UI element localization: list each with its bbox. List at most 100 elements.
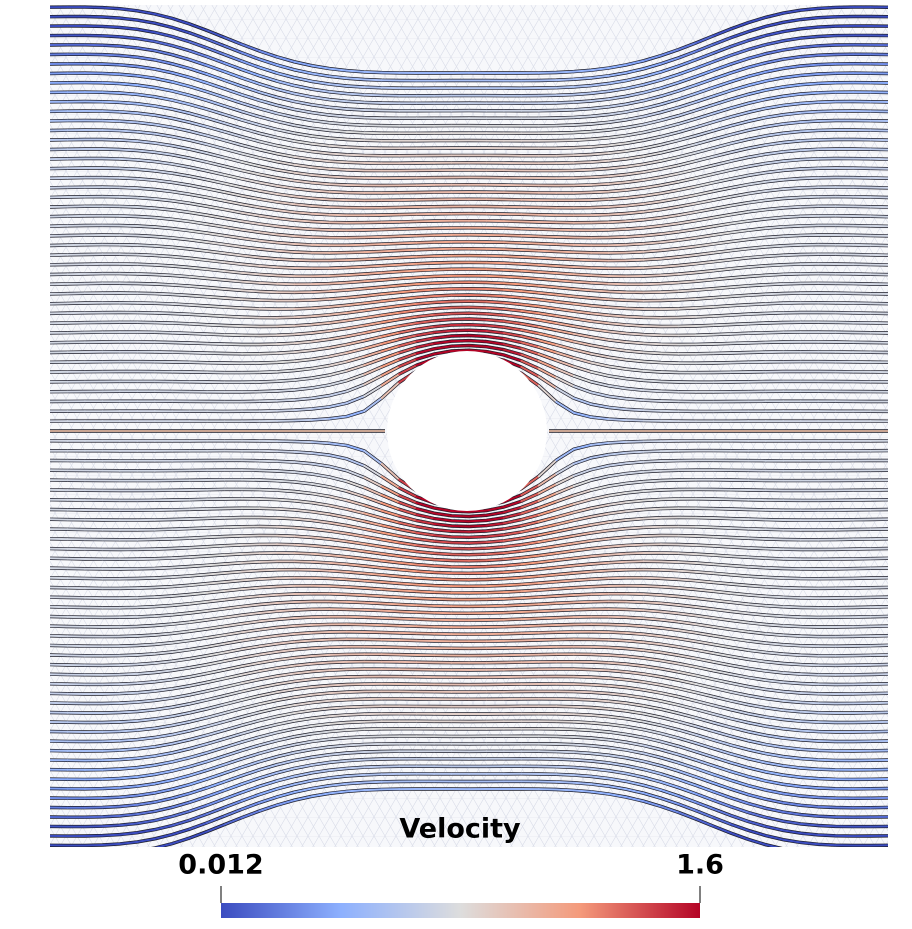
streamline-segment (188, 778, 209, 786)
streamline-segment (101, 44, 121, 48)
streamline-segment (764, 292, 785, 296)
streamline-segment (293, 608, 313, 611)
streamline-segment (555, 243, 575, 246)
streamline-segment (398, 528, 418, 534)
streamline-segment (328, 713, 348, 718)
streamline-segment (171, 80, 191, 88)
streamline-segment (590, 661, 610, 664)
streamline-segment (276, 176, 296, 182)
streamline-segment (695, 623, 715, 628)
streamline-segment (555, 534, 575, 540)
streamline-segment (206, 169, 226, 176)
streamline-segment (293, 732, 313, 738)
streamline-segment (433, 528, 453, 533)
streamline-segment (310, 452, 331, 457)
streamline-segment (398, 296, 418, 301)
streamline-segment (118, 840, 139, 845)
streamline-segment (276, 743, 296, 750)
streamline-segment (345, 593, 366, 597)
streamline-segment (642, 704, 662, 711)
streamline-segment (625, 552, 645, 555)
streamline-segment (712, 535, 732, 539)
streamline-segment (660, 230, 680, 235)
streamline-segment (293, 552, 313, 555)
streamline-segment (328, 106, 348, 110)
streamline-segment (660, 602, 680, 606)
streamline-segment (642, 176, 662, 181)
streamline-segment (328, 67, 348, 72)
streamline-segment (660, 247, 680, 252)
streamline-segment (590, 416, 610, 421)
streamline-segment (136, 37, 156, 43)
streamline-segment (712, 71, 732, 80)
streamline-segment (363, 279, 383, 283)
streamline-segment (817, 758, 837, 762)
streamline-segment (433, 598, 453, 601)
streamline-segment (537, 339, 558, 346)
streamline-segment (485, 522, 505, 527)
streamline-segment (729, 93, 750, 101)
streamline-segment (520, 492, 540, 503)
streamline-segment (223, 783, 243, 792)
streamline-segment (118, 691, 139, 695)
streamline-segment (729, 210, 750, 216)
streamline-segment (153, 31, 174, 38)
streamline-segment (747, 245, 767, 250)
streamline-segment (677, 134, 697, 142)
streamline-segment (520, 359, 540, 370)
streamline-segment (345, 410, 366, 418)
streamline-segment (310, 623, 331, 626)
streamline-segment (241, 177, 261, 184)
streamline-segment (171, 236, 191, 241)
streamline-segment (642, 143, 662, 150)
streamline-segment (817, 81, 837, 85)
streamline-segment (468, 547, 488, 550)
streamline-segment (241, 560, 261, 564)
streamline-segment (502, 494, 523, 503)
streamline-segment (310, 761, 331, 766)
streamline-segment (712, 669, 732, 676)
streamline-segment (520, 541, 540, 546)
streamline-segment (293, 717, 313, 722)
streamline-segment (729, 138, 750, 145)
streamline-segment (572, 69, 593, 73)
streamline-segment (153, 169, 174, 175)
streamline-segment (328, 790, 348, 795)
streamline-segment (258, 352, 278, 355)
streamline-segment (607, 157, 628, 162)
streamline-segment (206, 754, 226, 763)
streamline-segment (310, 519, 331, 524)
streamline-segment (276, 152, 296, 158)
streamline-segment (363, 608, 383, 612)
streamline-segment (241, 569, 261, 573)
streamline-segment (712, 277, 732, 281)
streamline-segment (328, 513, 348, 519)
streamline-segment (171, 163, 191, 169)
streamline-segment (590, 281, 610, 285)
streamline-segment (241, 628, 261, 634)
streamline-segment (415, 597, 436, 600)
streamline-segment (712, 89, 732, 98)
streamline-segment (328, 351, 348, 358)
streamline-segment (782, 37, 802, 42)
streamline-segment (590, 213, 610, 217)
streamline-segment (206, 323, 226, 327)
streamline-segment (118, 73, 139, 77)
streamline-segment (590, 105, 610, 110)
streamline-segment (415, 576, 436, 580)
streamline-segment (572, 251, 593, 254)
streamline-segment (729, 555, 750, 559)
streamline-segment (607, 631, 628, 634)
streamline-segment (188, 517, 209, 520)
streamline-segment (485, 318, 505, 323)
streamline-segment (223, 288, 243, 292)
streamline-segment (118, 195, 139, 199)
streamline-segment (276, 640, 296, 645)
streamline-segment (380, 291, 401, 296)
streamline-segment (153, 724, 174, 730)
streamline-segment (729, 303, 750, 307)
streamline-segment (258, 99, 278, 107)
streamline-segment (677, 670, 697, 677)
streamline-segment (206, 616, 226, 621)
streamline-segment (363, 758, 383, 761)
